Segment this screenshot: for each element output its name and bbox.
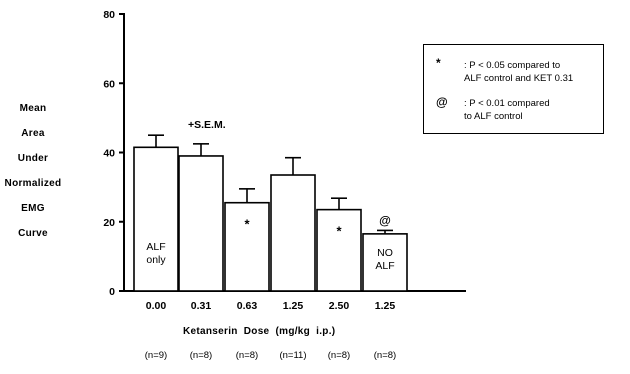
ylabel-line: Normalized xyxy=(4,178,62,189)
sample-size-label: (n=8) xyxy=(328,350,350,361)
bar xyxy=(133,146,179,292)
bar-label: NO xyxy=(377,247,393,259)
legend-text-star: : P < 0.05 compared to ALF control and K… xyxy=(464,59,604,85)
y-tick-label: 60 xyxy=(103,78,115,90)
bar-label: ALF xyxy=(146,241,165,253)
bar xyxy=(362,233,408,292)
legend-line: : P < 0.05 compared to xyxy=(464,60,561,71)
sample-size-label: (n=9) xyxy=(145,350,167,361)
x-tick-labels: 0.00 (n=9) 0.31 (n=8) 0.63 (n=8) 1.25 (n=11) 2.5… xyxy=(145,300,396,361)
x-tick-label: 2.50 xyxy=(329,300,350,312)
y-tick-label: 80 xyxy=(103,9,115,21)
ylabel-line: Curve xyxy=(18,228,48,239)
bar xyxy=(270,174,316,292)
legend: * : P < 0.05 compared to ALF control and… xyxy=(423,44,604,134)
significance-marker: @ xyxy=(379,213,391,227)
x-tick-label: 1.25 xyxy=(283,300,304,312)
legend-text-at: : P < 0.01 compared to ALF control xyxy=(464,97,604,123)
sem-annotation: +S.E.M. xyxy=(188,119,226,131)
bar-label: ALF xyxy=(375,260,394,272)
y-tick-label: 20 xyxy=(103,217,115,229)
x-tick-label: 0.31 xyxy=(191,300,212,312)
bar xyxy=(224,201,270,292)
significance-marker: * xyxy=(244,217,250,232)
ylabel-line: Mean xyxy=(19,103,47,114)
sample-size-label: (n=11) xyxy=(279,350,306,361)
legend-line: : P < 0.01 compared xyxy=(464,98,550,109)
legend-symbol-at: @ xyxy=(436,95,448,109)
bar xyxy=(316,208,362,292)
legend-line: to ALF control xyxy=(464,111,523,122)
ylabel-line: Area xyxy=(21,128,45,139)
sample-size-label: (n=8) xyxy=(190,350,212,361)
x-tick-label: 0.63 xyxy=(237,300,258,312)
y-tick-label: 40 xyxy=(103,148,115,160)
legend-symbol-star: * xyxy=(436,56,441,70)
ylabel-line: Under xyxy=(17,153,49,164)
sample-size-label: (n=8) xyxy=(236,350,258,361)
bar-label: only xyxy=(146,254,166,266)
sample-size-label: (n=8) xyxy=(374,350,396,361)
ylabel-line: EMG xyxy=(21,203,45,214)
legend-line: ALF control and KET 0.31 xyxy=(464,73,574,84)
x-tick-label: 0.00 xyxy=(146,300,167,312)
x-tick-label: 1.25 xyxy=(375,300,396,312)
y-tick-label: 0 xyxy=(109,286,115,298)
x-axis-title: Ketanserin Dose (mg/kg i.p.) xyxy=(183,326,336,337)
significance-marker: * xyxy=(336,224,342,239)
bar xyxy=(178,155,224,292)
